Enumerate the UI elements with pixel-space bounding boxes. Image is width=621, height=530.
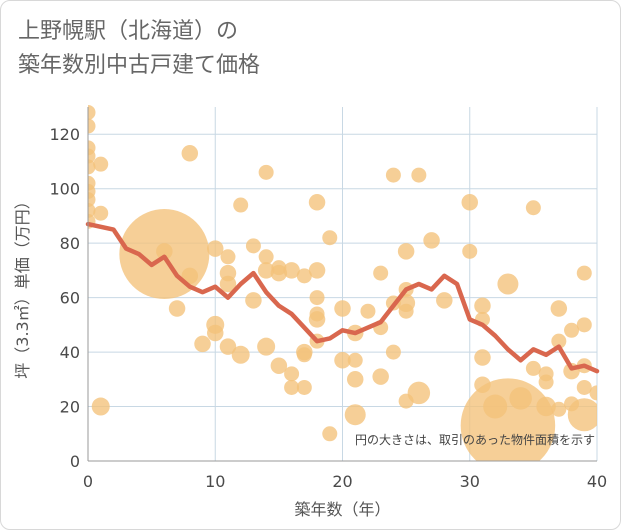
scatter-point <box>245 292 262 309</box>
y-tick-label: 120 <box>49 125 80 144</box>
scatter-point <box>296 347 312 363</box>
scatter-point <box>233 197 249 213</box>
scatter-point <box>220 249 236 265</box>
scatter-point <box>372 368 389 385</box>
scatter-point <box>576 265 592 281</box>
scatter-point <box>308 194 326 211</box>
y-tick-label: 80 <box>60 234 80 253</box>
y-tick-label: 100 <box>49 180 80 199</box>
scatter-point <box>207 324 224 342</box>
scatter-point <box>257 262 275 279</box>
scatter-point <box>258 249 274 265</box>
scatter-point <box>347 352 363 368</box>
bubble-size-note: 円の大きさは、取引のあった物件面積を示す <box>355 432 595 447</box>
scatter-point <box>538 374 554 390</box>
axes <box>87 107 597 462</box>
scatter-point <box>270 357 288 374</box>
scatter-point <box>398 303 414 319</box>
scatter-point <box>194 335 211 353</box>
x-axis-label: 築年数（年） <box>294 500 390 519</box>
scatter-point <box>474 297 491 315</box>
scatter-point <box>181 145 199 162</box>
x-tick-label: 10 <box>205 472 225 491</box>
scatter-point <box>168 300 186 317</box>
scatter-point <box>589 385 597 401</box>
scatter-point <box>309 290 325 306</box>
x-tick-label: 20 <box>332 472 352 491</box>
scatter-point <box>88 104 96 120</box>
scatter-point <box>88 118 96 134</box>
scatter-point <box>93 205 109 221</box>
scatter-point <box>93 156 109 172</box>
scatter-point <box>257 337 276 356</box>
scatter-point <box>564 322 580 338</box>
scatter-point <box>551 401 567 417</box>
scatter-point <box>156 243 173 260</box>
chart-title: 上野幌駅（北海道）の 築年数別中古戸建て価格 <box>18 19 261 78</box>
scatter-point <box>284 366 300 382</box>
scatter-point <box>360 303 376 319</box>
scatter-point <box>525 200 541 216</box>
scatter-point <box>219 338 237 355</box>
scatter-point <box>423 232 440 249</box>
scatter-point <box>385 167 401 183</box>
scatter-point <box>536 396 556 417</box>
scatter-point <box>397 243 415 260</box>
y-tick-label: 0 <box>70 452 80 471</box>
average-price-line <box>85 221 600 374</box>
scatter-point <box>207 240 224 257</box>
scatter-point <box>296 379 312 395</box>
y-tick-label: 40 <box>60 343 80 362</box>
scatter-point <box>576 379 592 395</box>
scatter-point <box>322 230 338 246</box>
scatter-point <box>474 349 491 366</box>
scatter-point <box>385 344 401 360</box>
scatter-point <box>460 378 556 461</box>
scatter-point <box>334 300 351 317</box>
x-tick-label: 0 <box>83 472 93 491</box>
trend-line-series <box>85 221 600 374</box>
scatter-point <box>436 292 453 309</box>
scatter-point <box>219 275 237 293</box>
scatter-point <box>322 426 338 442</box>
scatter-point <box>462 243 478 259</box>
scatter-point <box>407 381 431 405</box>
scatter-point <box>284 379 300 395</box>
scatter-point <box>231 345 250 364</box>
scatter-point <box>308 311 326 328</box>
x-tick-label: 40 <box>587 472 607 491</box>
tick-labels: 0 10 20 30 40 0 20 40 60 80 100 120 <box>49 125 607 491</box>
scatter-point <box>283 262 300 279</box>
scatter-point <box>550 300 568 317</box>
scatter-point <box>567 398 597 432</box>
scatter-point <box>497 273 519 295</box>
scatter-point <box>411 167 427 183</box>
scatter-point <box>483 394 508 419</box>
scatter-point <box>576 317 592 333</box>
y-tick-label: 20 <box>60 398 80 417</box>
x-tick-label: 30 <box>460 472 480 491</box>
scatter-point <box>346 371 364 388</box>
scatter-point <box>525 360 541 376</box>
scatter-point <box>181 267 199 285</box>
scatter-point <box>308 262 326 279</box>
scatter-point <box>245 238 261 254</box>
scatter-point <box>344 404 366 426</box>
y-tick-label: 60 <box>60 289 80 308</box>
scatter-point <box>509 387 532 410</box>
scatter-point <box>296 268 312 284</box>
scatter-point <box>461 194 478 211</box>
y-axis-label: 坪（3.3㎡）単価（万円） <box>13 193 32 378</box>
scatter-point <box>270 264 288 282</box>
scatter-point <box>551 333 567 349</box>
scatter-point <box>91 397 110 416</box>
scatter-point <box>373 265 389 281</box>
scatter-point <box>334 351 351 369</box>
scatter-point <box>258 164 274 180</box>
